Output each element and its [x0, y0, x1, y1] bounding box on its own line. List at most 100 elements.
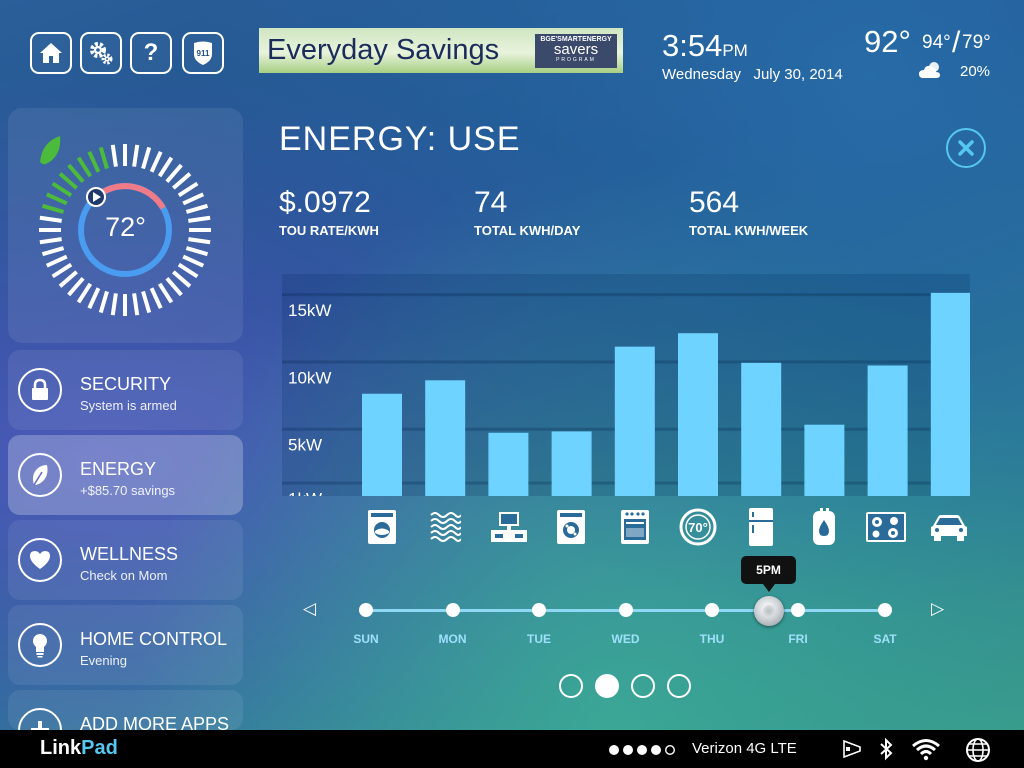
chart-gridline [282, 293, 970, 297]
precipitation-chance: 20% [960, 63, 991, 80]
car-icon[interactable] [927, 506, 971, 548]
sidebar-item-add-more-apps[interactable]: ADD MORE APPS [8, 690, 243, 730]
sidebar-item-home-control[interactable]: HOME CONTROL Evening [8, 605, 243, 685]
thermostat-dial[interactable] [8, 108, 243, 343]
chart-bar[interactable] [614, 346, 655, 496]
savings-banner-ad[interactable]: Everyday Savings BGE'SMARTENERGY savers … [259, 28, 623, 73]
timeline-day-marker[interactable] [532, 603, 546, 617]
stat-value: 74 [474, 186, 508, 219]
home-button[interactable] [30, 32, 72, 74]
chart-bar[interactable] [867, 365, 908, 496]
home-icon [40, 43, 62, 63]
banner-title: Everyday Savings [267, 34, 500, 66]
chart-bar[interactable] [804, 424, 845, 496]
timeline-day-fri[interactable]: FRI [788, 632, 808, 646]
dial-tick [98, 290, 109, 314]
timeline-day-marker[interactable] [445, 603, 460, 617]
dial-tick [41, 246, 65, 257]
emergency-911-button[interactable]: 911 [182, 32, 224, 74]
timeline-day-sun[interactable]: SUN [353, 632, 379, 646]
timeline-scrubber-handle[interactable] [754, 596, 784, 626]
thermostat-heat-arc [94, 183, 166, 210]
y-tick-label: 10kW [288, 368, 331, 387]
brand-pad: Pad [81, 737, 118, 759]
dial-tick [141, 146, 152, 170]
page-indicator-dot[interactable] [667, 674, 691, 698]
close-button[interactable] [946, 128, 986, 168]
dial-tick [157, 282, 174, 304]
timeline-day-mon[interactable]: MON [438, 632, 467, 646]
help-button[interactable]: ? [130, 32, 172, 74]
page-indicator-dot[interactable] [595, 674, 619, 698]
water-heater-icon[interactable] [802, 506, 846, 548]
flashlight-icon[interactable] [842, 737, 862, 761]
chart-bar[interactable] [425, 380, 466, 496]
sidebar-item-energy[interactable]: ENERGY +$85.70 savings [8, 435, 243, 515]
chart-bar[interactable] [551, 431, 592, 496]
sidebar-item-subtitle: +$85.70 savings [80, 483, 176, 498]
timeline-day-marker[interactable] [791, 603, 805, 617]
timeline-prev-arrow[interactable]: ◁ [303, 599, 317, 618]
timeline-day-sat[interactable]: SAT [873, 632, 897, 646]
tv-entertainment-icon[interactable] [487, 506, 531, 548]
sidebar-item-title: ENERGY [80, 459, 157, 479]
timeline-day-marker[interactable] [878, 603, 892, 617]
bluetooth-icon[interactable] [878, 737, 894, 761]
chart-bar[interactable] [741, 362, 782, 496]
leaf-icon [40, 136, 61, 165]
dishwasher-icon[interactable] [549, 506, 593, 548]
dial-tick [67, 163, 85, 183]
stat-label: TOTAL KWH/DAY [474, 223, 581, 238]
weather-widget[interactable]: 92° 94° / 79° 20% [864, 24, 994, 84]
dial-tick [87, 287, 101, 310]
timeline-day-wed[interactable]: WED [611, 632, 640, 646]
timeline-day-marker[interactable] [618, 603, 633, 617]
sidebar-item-subtitle: Check on Mom [80, 568, 168, 583]
banner-brand-line3: PROGRAM [556, 57, 596, 63]
thermostat-device-icon[interactable]: 70° [676, 506, 720, 548]
lock-icon [18, 368, 62, 412]
timeline-day-thu[interactable]: THU [699, 632, 725, 646]
settings-button[interactable] [80, 32, 122, 74]
chart-bar[interactable] [362, 393, 402, 496]
current-time-tooltip: 5PM [741, 556, 796, 592]
sidebar-item-title: HOME CONTROL [80, 629, 228, 649]
timeline-next-arrow[interactable]: ▷ [931, 599, 945, 618]
cooktop-icon[interactable] [864, 506, 908, 548]
chart-bar[interactable] [488, 432, 529, 496]
page-indicator-dot[interactable] [631, 674, 655, 698]
page-indicator-dot[interactable] [559, 674, 583, 698]
chart-bar[interactable] [678, 333, 718, 496]
current-temperature: 92° [864, 24, 911, 59]
washer-icon[interactable] [360, 506, 404, 548]
stat-value: 564 [689, 186, 740, 219]
dial-tick [185, 203, 209, 214]
dial-tick [110, 293, 118, 316]
chart-bar[interactable] [930, 292, 970, 496]
timeline-day-tue[interactable]: TUE [527, 632, 551, 646]
globe-icon[interactable] [965, 737, 991, 763]
dial-tick [165, 163, 183, 183]
dial-tick [67, 277, 85, 297]
sidebar-item-title: SECURITY [80, 374, 172, 394]
clock-time: 3:54PM [662, 28, 843, 64]
dial-tick [45, 254, 68, 268]
dial-tick [51, 262, 73, 279]
low-temperature: 79° [962, 32, 991, 53]
timeline-day-marker[interactable] [359, 603, 373, 617]
thermostat-panel[interactable]: 72° [8, 108, 243, 343]
y-tick-label: 1kW [288, 490, 322, 496]
dryer-heat-waves-icon[interactable] [423, 506, 467, 548]
wifi-icon[interactable] [911, 737, 941, 761]
refrigerator-icon[interactable] [739, 506, 783, 548]
oven-icon[interactable] [613, 506, 657, 548]
gears-icon [90, 42, 113, 65]
sidebar-item-security[interactable]: SECURITY System is armed [8, 350, 243, 430]
sidebar-item-wellness[interactable]: WELLNESS Check on Mom [8, 520, 243, 600]
banner-brand-line1: BGE'SMARTENERGY [540, 36, 612, 43]
dial-tick [177, 262, 199, 279]
clock-weekday: Wednesday [662, 66, 741, 83]
status-bar: LinkPad Verizon 4G LTE [0, 730, 1024, 768]
dial-tick [141, 290, 152, 314]
timeline-day-marker[interactable] [705, 603, 719, 617]
